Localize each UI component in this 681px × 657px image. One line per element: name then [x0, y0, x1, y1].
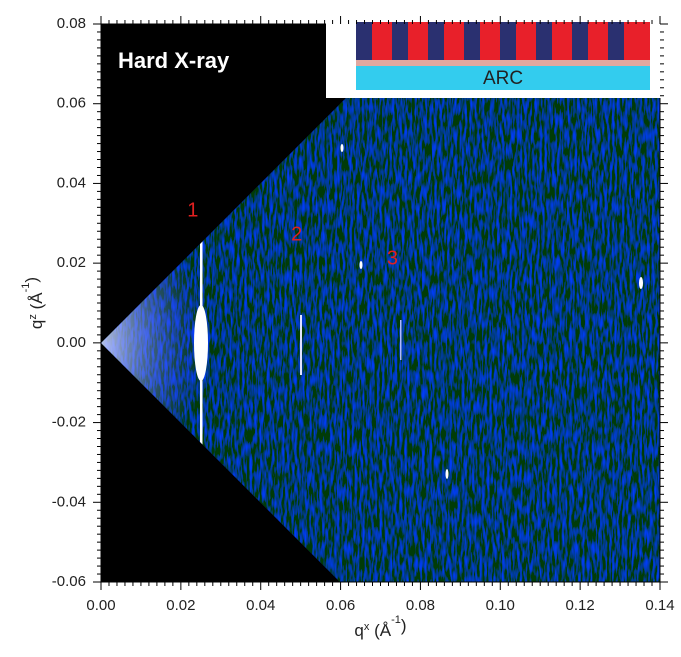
x-tick-label: 0.08 [406, 597, 435, 614]
axis-label-part: (Å [369, 621, 391, 640]
chart-title: Hard X-ray [118, 48, 230, 73]
y-tick-label: 0.02 [57, 254, 86, 271]
x-tick-label: 0.04 [246, 597, 275, 614]
inset-label: ARC [483, 68, 523, 89]
axis-label-part: z [27, 314, 39, 320]
y-tick-label: -0.02 [52, 414, 86, 431]
axis-label-part: ) [401, 616, 407, 635]
x-tick-label: 0.00 [86, 597, 115, 614]
x-tick-label: 0.10 [486, 597, 515, 614]
axis-label-part: (Å [27, 292, 46, 314]
y-tick-label: -0.06 [52, 573, 86, 590]
peak-annotation: 2 [291, 224, 302, 246]
axis-label-part: ) [22, 277, 41, 283]
x-tick-label: 0.02 [166, 597, 195, 614]
x-tick-label: 0.06 [326, 597, 355, 614]
peak-annotation: 3 [387, 247, 398, 269]
y-tick-label: 0.08 [57, 15, 86, 32]
axis-label-part: q [354, 621, 363, 640]
axis-label-part: q [27, 320, 46, 329]
axis-label-part: -1 [391, 614, 401, 626]
inset: ARC [326, 16, 662, 98]
heatmap-image [101, 24, 660, 582]
axis-label-part: x [364, 621, 370, 633]
y-tick-label: 0.00 [57, 334, 86, 351]
axis-label-part: -1 [20, 283, 32, 293]
y-tick-label: 0.04 [57, 174, 86, 191]
y-tick-label: 0.06 [57, 95, 86, 112]
y-axis-label: qz (Å-1) [20, 277, 47, 329]
x-tick-label: 0.14 [645, 597, 674, 614]
y-tick-label: -0.04 [52, 493, 86, 510]
x-tick-label: 0.12 [566, 597, 595, 614]
x-axis-label: qx (Å-1) [354, 614, 406, 641]
peak-annotation: 1 [187, 200, 198, 222]
